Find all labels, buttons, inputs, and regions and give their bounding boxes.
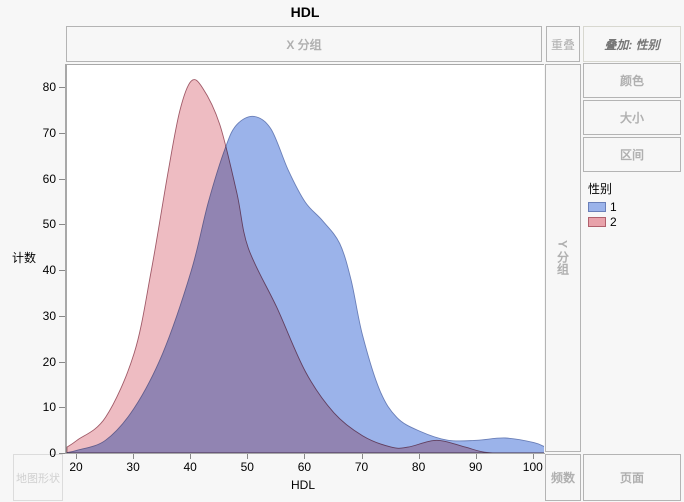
x-tick-mark [418, 454, 420, 459]
map-shape-zone[interactable]: 地图形状 [13, 454, 63, 501]
legend-item-1[interactable]: 1 [588, 200, 617, 214]
legend-swatch-1 [588, 202, 606, 212]
y-tick-mark [59, 361, 65, 363]
y-tick-mark [59, 315, 65, 317]
legend-title: 性别 [588, 182, 613, 196]
y-tick-label: 50 [42, 217, 56, 232]
x-tick-label: 50 [240, 460, 254, 474]
legend-label-1: 1 [610, 200, 617, 214]
x-tick-mark [532, 454, 534, 459]
y-tick-label: 20 [42, 354, 56, 369]
x-tick-label: 30 [126, 460, 140, 474]
x-tick-mark [247, 454, 249, 459]
y-tick-label: 40 [42, 263, 56, 277]
overlay-label: 叠加: 性别 [604, 37, 660, 52]
density-area-series-2[interactable] [66, 79, 544, 453]
y-tick-mark [59, 132, 65, 134]
page-label: 页面 [619, 471, 644, 485]
x-tick-mark [133, 454, 135, 459]
x-tick-mark [475, 454, 477, 459]
y-tick-label: 80 [42, 80, 56, 94]
color-label: 颜色 [619, 74, 644, 88]
plot-area[interactable] [66, 64, 544, 453]
density-chart [66, 79, 544, 453]
y-tick-mark [59, 224, 65, 226]
color-zone[interactable]: 颜色 [583, 63, 681, 98]
y-axis-line [65, 64, 66, 453]
x-tick-label: 100 [522, 460, 543, 474]
freq-label: 频数 [550, 471, 575, 485]
x-group-zone[interactable]: X 分组 [66, 26, 542, 62]
y-tick-mark [59, 407, 65, 409]
y-tick-mark [59, 453, 65, 454]
x-axis-title: HDL [291, 478, 316, 492]
y-tick-mark [59, 87, 65, 88]
y-tick-label: 60 [42, 171, 56, 186]
overlap-label: 重叠 [550, 37, 575, 52]
y-tick-label: 70 [42, 125, 56, 140]
legend-label-2: 2 [610, 215, 617, 229]
y-tick-label: 30 [42, 308, 56, 323]
y-group-label: Y 分组 [555, 240, 570, 276]
x-group-label: X 分组 [286, 37, 322, 52]
interval-label: 区间 [619, 148, 644, 162]
y-tick-mark [59, 178, 65, 180]
x-axis-line [65, 453, 545, 454]
size-label: 大小 [619, 111, 644, 125]
page-zone[interactable]: 页面 [583, 454, 681, 501]
interval-zone[interactable]: 区间 [583, 137, 681, 172]
size-zone[interactable]: 大小 [583, 100, 681, 135]
map-shape-label: 地图形状 [16, 472, 60, 485]
x-tick-mark [190, 454, 192, 459]
x-tick-label: 90 [469, 460, 483, 474]
y-tick-mark [59, 270, 65, 271]
x-tick-mark [304, 454, 306, 459]
x-tick-mark [361, 454, 363, 459]
y-group-zone[interactable]: Y 分组 [545, 64, 581, 452]
overlap-zone[interactable]: 重叠 [546, 26, 580, 62]
legend-swatch-2 [588, 217, 606, 227]
freq-zone[interactable]: 频数 [545, 454, 581, 501]
x-tick-label: 20 [69, 460, 83, 474]
legend-item-2[interactable]: 2 [588, 215, 617, 229]
y-axis-title: 计数 [12, 251, 37, 265]
y-tick-label: 0 [49, 446, 56, 460]
x-tick-mark [76, 454, 77, 459]
x-tick-label: 80 [411, 460, 426, 474]
overlay-zone[interactable]: 叠加: 性别 [583, 26, 681, 62]
x-tick-label: 60 [297, 460, 312, 474]
y-tick-label: 10 [42, 400, 56, 415]
x-tick-label: 40 [183, 460, 197, 474]
x-tick-label: 70 [354, 460, 369, 474]
chart-title: HDL [290, 4, 320, 20]
